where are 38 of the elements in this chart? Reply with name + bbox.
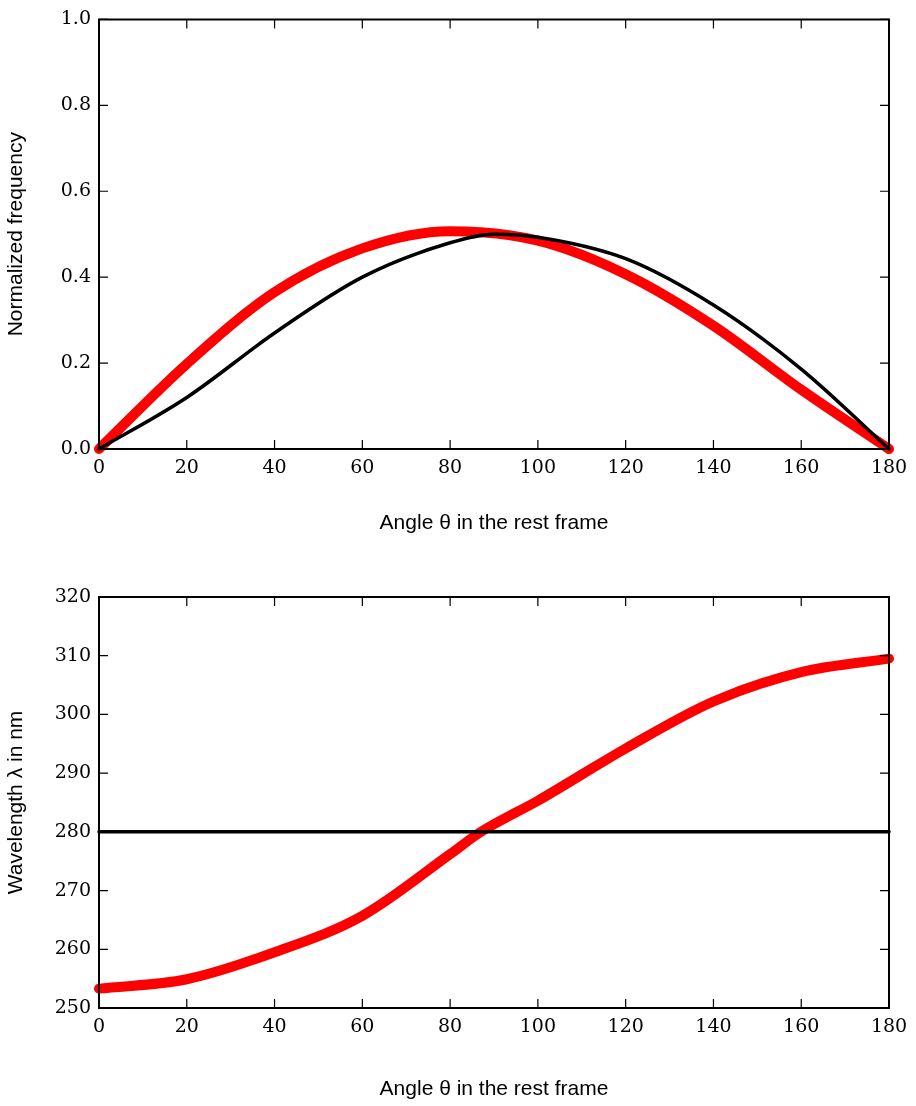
x-tick-label: 80 — [438, 1014, 463, 1037]
x-tick-label: 180 — [870, 455, 908, 478]
y-axis-title: Normalized frequency — [3, 131, 27, 337]
x-tick-label: 40 — [262, 455, 287, 478]
y-tick-label: 320 — [54, 583, 91, 606]
x-axis-title: Angle θ in the rest frame — [379, 1076, 609, 1100]
x-tick-label: 160 — [783, 455, 820, 478]
x-tick-label: 160 — [783, 1014, 820, 1037]
y-tick-label: 1.0 — [60, 6, 91, 29]
x-tick-label: 0 — [92, 455, 106, 478]
y-tick-label: 280 — [54, 818, 91, 841]
y-tick-label: 300 — [54, 701, 91, 724]
x-tick-label: 60 — [350, 455, 375, 478]
y-tick-label: 310 — [54, 642, 91, 665]
y-tick-label: 290 — [54, 760, 91, 783]
x-tick-label: 20 — [174, 455, 199, 478]
y-tick-label: 0.8 — [60, 92, 91, 115]
y-tick-label: 250 — [54, 994, 91, 1017]
y-tick-label: 0.4 — [60, 264, 91, 287]
y-axis-title: Wavelength λ in nm — [3, 710, 27, 895]
x-tick-label: 180 — [870, 1014, 908, 1037]
y-tick-label: 0.0 — [60, 435, 91, 458]
x-tick-label: 140 — [695, 1014, 732, 1037]
x-tick-label: 20 — [174, 1014, 199, 1037]
x-tick-label: 80 — [438, 455, 463, 478]
x-tick-label: 100 — [519, 455, 557, 478]
x-tick-label: 100 — [519, 1014, 557, 1037]
x-tick-label: 120 — [607, 455, 644, 478]
y-tick-label: 0.2 — [60, 350, 91, 373]
y-tick-label: 270 — [54, 877, 91, 900]
x-tick-label: 140 — [695, 455, 732, 478]
x-axis-title: Angle θ in the rest frame — [379, 510, 609, 534]
y-tick-label: 260 — [54, 936, 91, 959]
x-tick-label: 40 — [262, 1014, 287, 1037]
x-tick-label: 120 — [607, 1014, 644, 1037]
y-tick-label: 0.6 — [60, 178, 91, 201]
x-tick-label: 60 — [350, 1014, 375, 1037]
x-tick-label: 0 — [92, 1014, 106, 1037]
